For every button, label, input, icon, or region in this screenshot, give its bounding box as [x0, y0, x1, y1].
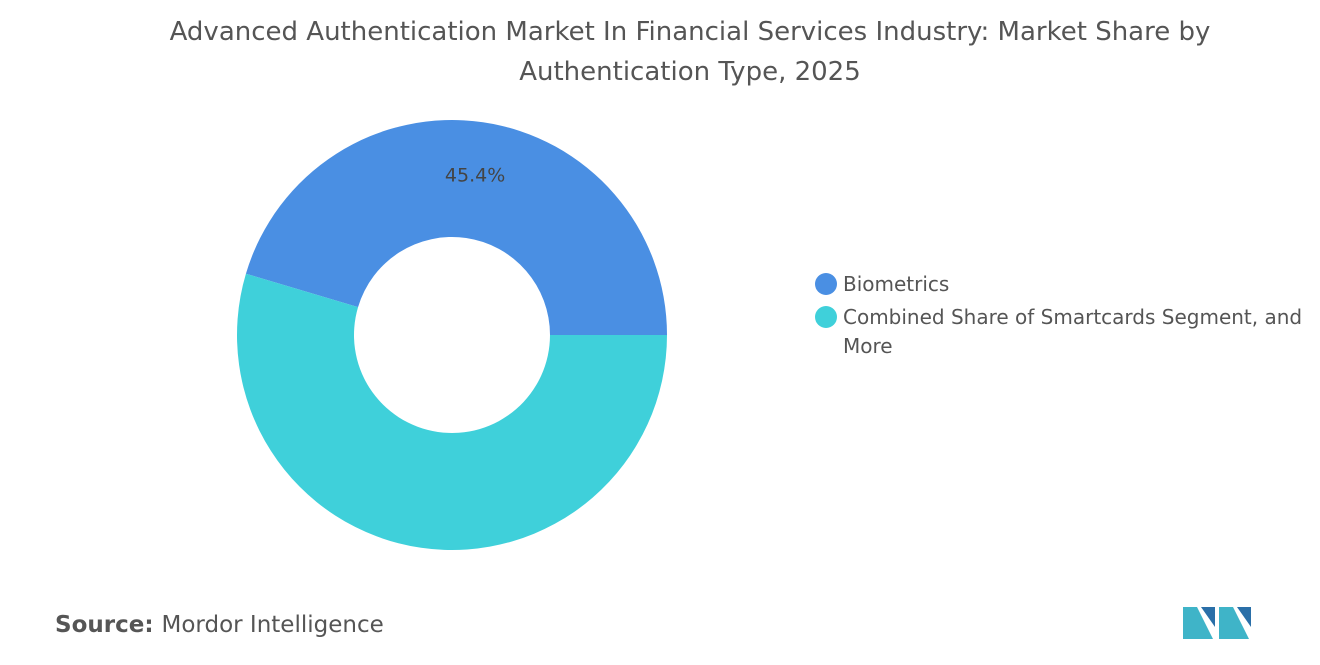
source-text: Mordor Intelligence [161, 612, 384, 638]
source-label: Source: [55, 612, 154, 638]
logo [1183, 607, 1251, 639]
legend: Biometrics Combined Share of Smartcards S… [815, 270, 1305, 365]
legend-swatch [815, 273, 837, 295]
slice [245, 119, 667, 335]
slice [237, 273, 668, 550]
data-label: 45.4% [445, 165, 505, 187]
legend-item: Biometrics [815, 270, 1305, 299]
legend-swatch [815, 306, 837, 328]
legend-label: Combined Share of Smartcards Segment, an… [843, 305, 1303, 358]
chart-title: Advanced Authentication Market In Financ… [169, 17, 1211, 87]
legend-label: Biometrics [843, 272, 950, 296]
source: Source: Mordor Intelligence [55, 612, 384, 638]
legend-item: Combined Share of Smartcards Segment, an… [815, 303, 1305, 361]
